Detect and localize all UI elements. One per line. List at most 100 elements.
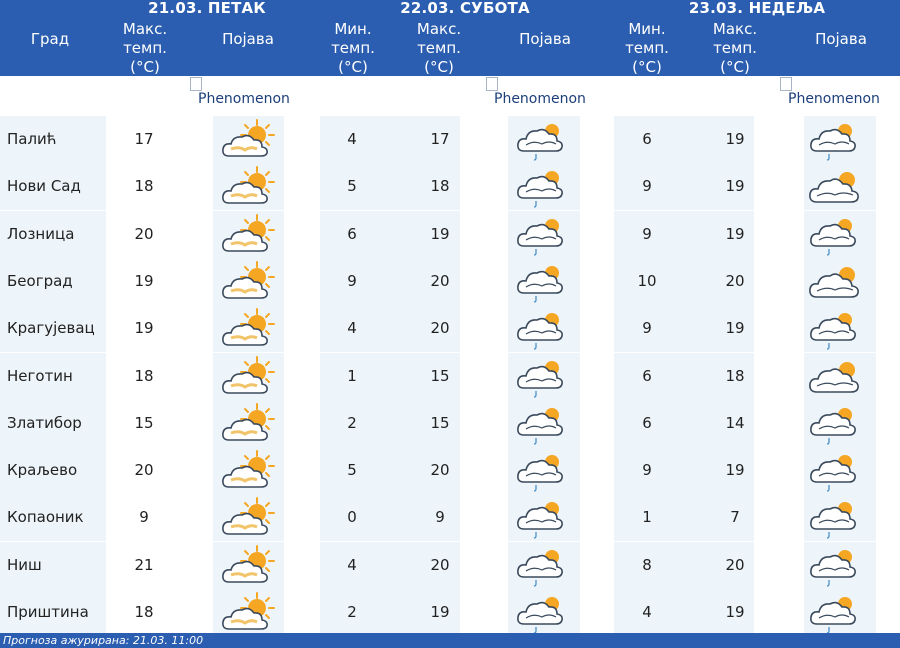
cloud-sun-rain-icon (512, 402, 576, 446)
broken-image-icon (780, 77, 792, 91)
day-2-min-temp: 1 (347, 366, 357, 385)
table-row: Палић 17 4 17 6 19 (0, 116, 900, 163)
cloud-sun-rain-icon (805, 213, 869, 257)
day-1-max-temp: 18 (134, 603, 154, 621)
day-3-max-temp: 20 (725, 555, 745, 574)
day-2-max-temp: 17 (430, 130, 450, 148)
day-3-min-temp: 10 (637, 271, 657, 290)
broken-image-icon (486, 77, 498, 91)
cloud-sun-rain-icon (805, 449, 869, 493)
partly-cloudy-sun-icon (217, 118, 281, 162)
day-1-max-temp: 18 (134, 177, 154, 196)
partly-cloudy-sun-icon (217, 213, 281, 257)
cloud-sun-rain-icon (512, 307, 576, 351)
day-2-max-temp: 18 (430, 177, 450, 196)
day-2-min-temp: 5 (347, 461, 357, 480)
cloud-sun-icon (805, 260, 869, 304)
phenomenon-alt-text: Phenomenon (494, 91, 586, 107)
partly-cloudy-sun-icon (217, 307, 281, 351)
day-3-max-temp: 14 (725, 413, 745, 432)
table-header: 21.03. ПЕТАК 22.03. СУБОТА 23.03. НЕДЕЉА… (0, 0, 900, 76)
cloud-sun-rain-icon (512, 544, 576, 588)
table-row: Лозница 20 6 19 9 19 (0, 210, 900, 258)
cloud-sun-icon (805, 165, 869, 209)
day-1-max-temp: 9 (139, 508, 149, 527)
day-2-max-temp: 20 (430, 271, 450, 290)
day-2-min-temp: 9 (347, 271, 357, 290)
table-row: Нови Сад 18 5 18 9 19 (0, 163, 900, 211)
day-2-max-temp: 15 (430, 413, 450, 432)
day-2-min-temp: 4 (347, 319, 357, 338)
day-1-max-temp: 20 (134, 461, 154, 480)
city-name: Копаоник (7, 508, 84, 527)
day-3-max-temp: 19 (725, 130, 745, 148)
day-3-min-temp: 9 (642, 177, 652, 196)
day-2-max-temp: 20 (430, 319, 450, 338)
city-name: Лозница (7, 224, 75, 243)
day-1-max-temp: 18 (134, 366, 154, 385)
city-name: Неготин (7, 366, 73, 385)
day-3-min-temp: 9 (642, 461, 652, 480)
city-name: Нови Сад (7, 177, 81, 196)
day-3-phenomenon-header: Појава (815, 30, 867, 48)
cloud-sun-rain-icon (805, 591, 869, 635)
partly-cloudy-sun-icon (217, 260, 281, 304)
cloud-sun-rain-icon (512, 213, 576, 257)
day-2-min-temp: 5 (347, 177, 357, 196)
phenomenon-alt-text: Phenomenon (198, 91, 290, 107)
day-2-title: 22.03. СУБОТА (400, 0, 530, 17)
partly-cloudy-sun-icon (217, 402, 281, 446)
day-2-max-header: Макс. темп. (°C) (416, 20, 462, 76)
day-3-max-temp: 20 (725, 271, 745, 290)
city-name: Приштина (7, 603, 89, 621)
phenomenon-broken-image-1: Phenomenon (190, 77, 290, 107)
day-2-max-temp: 9 (435, 508, 445, 527)
cloud-sun-rain-icon (805, 496, 869, 540)
city-name: Златибор (7, 413, 82, 432)
day-3-max-temp: 19 (725, 177, 745, 196)
day-2-max-temp: 20 (430, 555, 450, 574)
phenomenon-broken-image-2: Phenomenon (486, 77, 586, 107)
day-1-max-header: Макс. темп. (°C) (122, 20, 168, 76)
partly-cloudy-sun-icon (217, 449, 281, 493)
day-3-min-temp: 9 (642, 319, 652, 338)
day-1-max-temp: 17 (134, 130, 154, 148)
city-name: Београд (7, 271, 73, 290)
table-row: Златибор 15 2 15 6 14 (0, 399, 900, 447)
day-1-max-temp: 21 (134, 555, 154, 574)
partly-cloudy-sun-icon (217, 355, 281, 399)
day-3-max-temp: 18 (725, 366, 745, 385)
day-3-title: 23.03. НЕДЕЉА (688, 0, 826, 17)
city-name: Краљево (7, 461, 78, 480)
cloud-sun-rain-icon (805, 118, 869, 162)
cloud-sun-rain-icon (805, 402, 869, 446)
day-2-max-temp: 19 (430, 224, 450, 243)
day-2-phenomenon-header: Појава (519, 30, 571, 48)
cloud-sun-rain-icon (512, 260, 576, 304)
updated-timestamp: Прогноза ажурирана: 21.03. 11:00 (3, 634, 204, 647)
day-1-title: 21.03. ПЕТАК (148, 0, 266, 17)
day-3-min-temp: 8 (642, 555, 652, 574)
day-1-max-temp: 20 (134, 224, 154, 243)
day-3-min-temp: 4 (642, 603, 652, 621)
day-2-min-header: Мин. темп. (°C) (331, 20, 375, 76)
table-row: Краљево 20 5 20 9 19 (0, 447, 900, 495)
cloud-sun-rain-icon (805, 307, 869, 351)
day-2-max-temp: 19 (430, 603, 450, 621)
phenomenon-alt-text: Phenomenon (788, 91, 880, 107)
footer-bar: Прогноза ажурирана: 21.03. 11:00 (0, 633, 900, 648)
day-1-phenomenon-header: Појава (222, 30, 274, 48)
partly-cloudy-sun-icon (217, 165, 281, 209)
table-row: Приштина 18 2 19 4 19 (0, 589, 900, 636)
partly-cloudy-sun-icon (217, 544, 281, 588)
day-2-min-temp: 6 (347, 224, 357, 243)
day-3-min-header: Мин. темп. (°C) (625, 20, 669, 76)
day-1-max-temp: 15 (134, 413, 154, 432)
day-2-min-temp: 2 (347, 413, 357, 432)
day-3-max-temp: 7 (730, 508, 740, 527)
cloud-sun-rain-icon (512, 118, 576, 162)
broken-image-icon (190, 77, 202, 91)
table-row: Неготин 18 1 15 6 18 (0, 352, 900, 400)
day-3-max-temp: 19 (725, 461, 745, 480)
day-2-max-temp: 15 (430, 366, 450, 385)
